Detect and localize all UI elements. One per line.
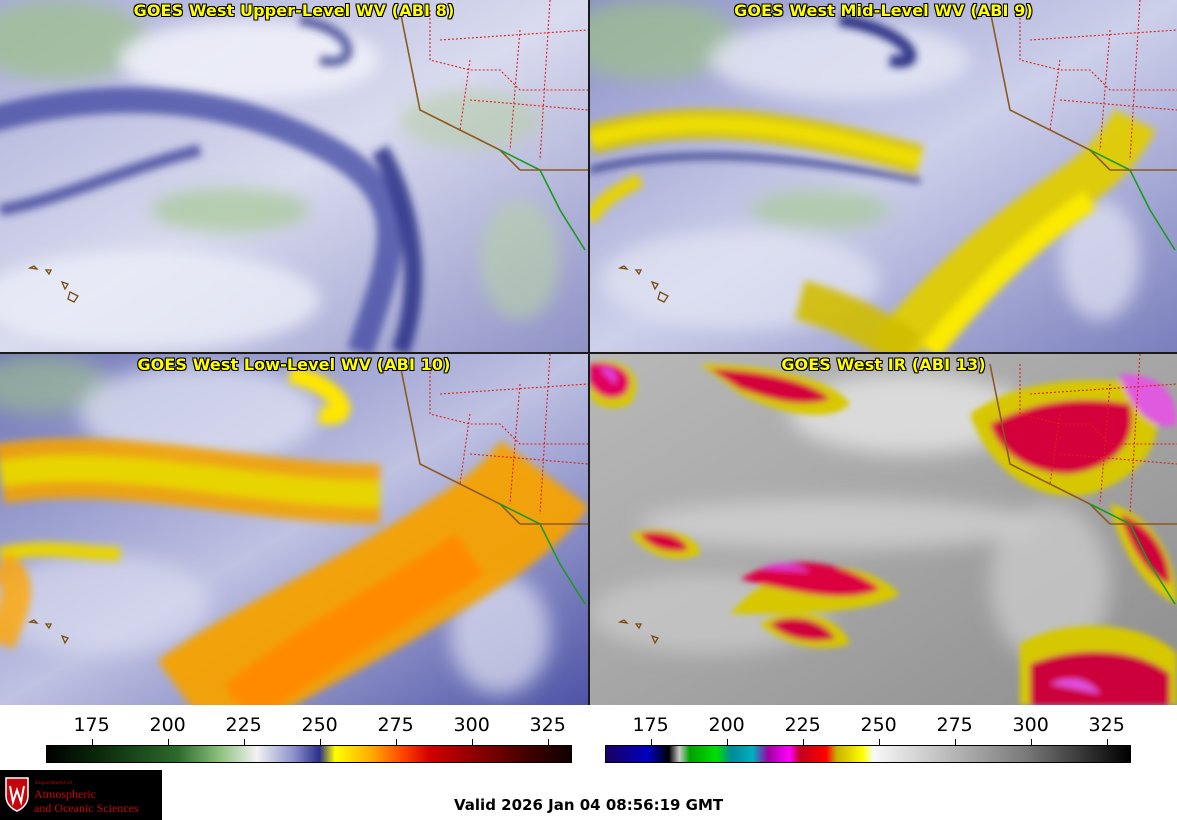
colorbar-tick-mark [1106, 739, 1108, 745]
colorbar-tick-label: 175 [73, 714, 110, 736]
colorbar-tick-label: 300 [1012, 714, 1049, 736]
colorbar-tick-label: 275 [936, 714, 973, 736]
colorbar-tick-label: 275 [377, 714, 414, 736]
colorbar-tick-mark [547, 739, 549, 745]
colorbar-tick-label: 200 [708, 714, 745, 736]
low-level-wv-image [0, 354, 588, 705]
ir-image [590, 354, 1177, 705]
mid-level-wv-image [590, 0, 1177, 352]
logo-dept-text: Department of [35, 780, 72, 786]
colorbar-tick-label: 225 [784, 714, 821, 736]
logo-name-line1: Atmospheric [34, 787, 96, 801]
wv-colorbar: 175 200 225 250 275 300 325 [46, 706, 572, 766]
colorbar-tick-mark [167, 739, 169, 745]
valid-time-label: Valid 2026 Jan 04 08:56:19 GMT [454, 796, 724, 814]
colorbar-tick-mark [319, 739, 321, 745]
colorbar-tick-mark [802, 739, 804, 745]
wv-colorbar-gradient [46, 745, 572, 763]
colorbar-tick-label: 250 [860, 714, 897, 736]
colorbar-tick-label: 200 [149, 714, 186, 736]
logo-name-line2: and Oceanic Sciences [34, 801, 139, 815]
colorbar-tick-mark [243, 739, 245, 745]
colorbar-tick-mark [954, 739, 956, 745]
aos-logo: Department of Atmospheric and Oceanic Sc… [0, 770, 162, 820]
low-level-wv-panel: GOES West Low-Level WV (ABI 10) [0, 354, 588, 705]
ir-colorbar-gradient [605, 745, 1131, 763]
panel-divider-horizontal [0, 352, 1177, 354]
colorbar-tick-mark [726, 739, 728, 745]
colorbar-tick-mark [650, 739, 652, 745]
colorbar-tick-label: 325 [529, 714, 566, 736]
uw-crest-icon [5, 777, 29, 812]
upper-level-wv-panel: GOES West Upper-Level WV (ABI 8) [0, 0, 588, 352]
colorbar-tick-label: 300 [453, 714, 490, 736]
colorbar-tick-mark [1030, 739, 1032, 745]
colorbar-tick-mark [471, 739, 473, 745]
colorbar-tick-mark [91, 739, 93, 745]
ir-colorbar: 175 200 225 250 275 300 325 [605, 706, 1131, 766]
colorbar-tick-label: 175 [632, 714, 669, 736]
colorbar-tick-mark [395, 739, 397, 745]
colorbar-tick-mark [878, 739, 880, 745]
colorbar-tick-label: 325 [1088, 714, 1125, 736]
upper-level-wv-image [0, 0, 588, 352]
colorbar-tick-label: 250 [301, 714, 338, 736]
ir-panel: GOES West IR (ABI 13) [590, 354, 1177, 705]
mid-level-wv-panel: GOES West Mid-Level WV (ABI 9) [590, 0, 1177, 352]
colorbar-tick-label: 225 [225, 714, 262, 736]
